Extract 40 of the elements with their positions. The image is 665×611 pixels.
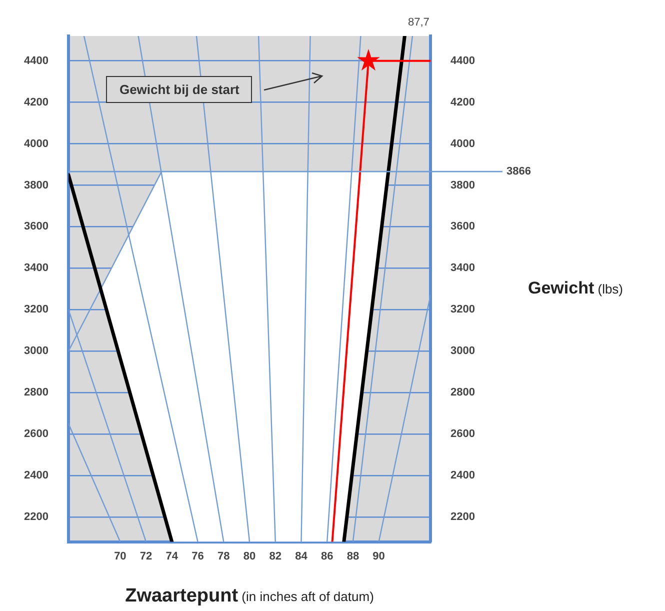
x-tick-label: 70 xyxy=(114,550,126,562)
y2-tick-label: 2800 xyxy=(450,386,476,399)
annotation: Gewicht bij de start xyxy=(106,76,252,103)
y-tick-label: 2800 xyxy=(24,386,48,399)
x-tick-label: 84 xyxy=(295,550,308,562)
y2-tick-label: 3000 xyxy=(450,345,476,358)
y-tick-label: 3600 xyxy=(24,220,48,233)
y-tick-label: 2200 xyxy=(24,510,48,523)
x-tick-label: 80 xyxy=(243,550,256,562)
y2-tick-label: 2200 xyxy=(450,510,476,523)
annotation: 87,7 xyxy=(408,16,430,29)
y-tick-label: 3400 xyxy=(24,262,48,274)
y2-tick-label: 2600 xyxy=(450,428,476,440)
x-tick-label: 88 xyxy=(346,550,360,562)
x-tick-label: 72 xyxy=(140,550,152,562)
ref-line-label: 3866 xyxy=(506,166,532,178)
x-tick-label: 82 xyxy=(269,550,282,562)
y-tick-label: 3200 xyxy=(24,304,48,316)
x-tick-label: 86 xyxy=(320,550,334,562)
y2-tick-label: 2400 xyxy=(450,469,476,482)
y-tick-label: 2600 xyxy=(24,428,48,440)
x-tick-label: 90 xyxy=(372,550,385,562)
y-tick-label: 3800 xyxy=(24,179,48,192)
y-tick-label: 2400 xyxy=(24,469,48,482)
y2-axis-title: Gewicht (lbs) xyxy=(528,278,624,298)
y2-tick-label: 4400 xyxy=(450,54,476,67)
y-tick-label: 4000 xyxy=(24,138,48,150)
y-tick-label: 3000 xyxy=(24,345,48,358)
x-tick-label: 74 xyxy=(166,550,179,562)
y2-tick-label: 3600 xyxy=(450,220,476,233)
x-tick-label: 76 xyxy=(192,550,204,562)
y2-tick-label: 3800 xyxy=(450,179,476,192)
y-tick-label: 4400 xyxy=(24,54,48,67)
y2-tick-label: 3200 xyxy=(450,304,476,316)
y2-tick-label: 4200 xyxy=(450,96,476,108)
y2-tick-label: 3400 xyxy=(450,262,476,274)
x-axis-title: Zwaartepunt (in inches aft of datum) xyxy=(125,586,374,607)
y2-tick-label: 4000 xyxy=(450,138,476,150)
x-tick-label: 78 xyxy=(218,550,230,562)
y-tick-label: 4200 xyxy=(24,96,48,108)
